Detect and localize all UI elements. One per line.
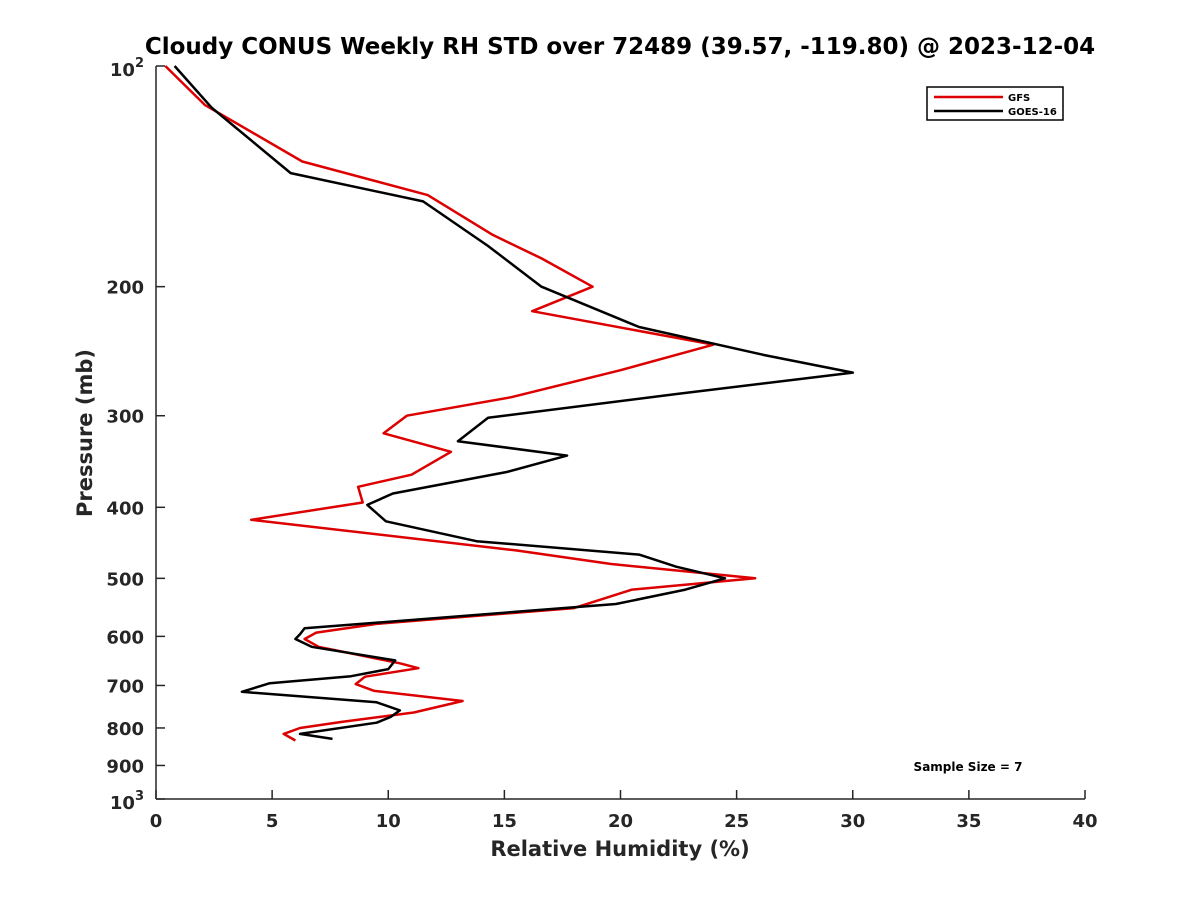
y-tick-label: 700 [106, 676, 144, 697]
x-tick-label: 15 [492, 811, 517, 832]
y-tick-label: 800 [106, 719, 144, 740]
x-tick-label: 35 [956, 811, 981, 832]
legend-label-gfs: GFS [1008, 93, 1030, 104]
y-tick-label: 102 [110, 56, 144, 81]
sample-size-annotation: Sample Size = 7 [914, 760, 1023, 774]
x-tick-label: 40 [1072, 811, 1097, 832]
x-tick-label: 0 [150, 811, 163, 832]
y-tick-label: 900 [106, 756, 144, 777]
y-tick-label: 103 [110, 789, 144, 814]
legend-box [926, 86, 1064, 121]
y-axis-label: Pressure (mb) [73, 349, 97, 517]
y-tick-label: 600 [106, 627, 144, 648]
y-tick-label: 500 [106, 569, 144, 590]
x-tick-label: 5 [266, 811, 279, 832]
series-layer [164, 65, 855, 742]
series-line-goes16 [173, 65, 855, 741]
legend-label-goes16: GOES-16 [1008, 107, 1057, 118]
series-line-gfs [164, 65, 757, 742]
y-tick-label: 400 [106, 498, 144, 519]
y-tick-label: 200 [106, 278, 144, 299]
x-tick-label: 30 [840, 811, 865, 832]
x-tick-label: 20 [608, 811, 633, 832]
x-axis-ticks: 0 5 10 15 20 25 30 35 40 [150, 790, 1098, 832]
y-tick-label: 300 [106, 407, 144, 428]
x-tick-label: 25 [724, 811, 749, 832]
legend: GFS GOES-16 [926, 86, 1064, 121]
x-tick-label: 10 [376, 811, 401, 832]
y-axis-ticks: 102 200 300 400 500 600 700 800 900 103 [106, 56, 165, 814]
chart-title: Cloudy CONUS Weekly RH STD over 72489 (3… [145, 34, 1095, 60]
x-axis-label: Relative Humidity (%) [490, 837, 749, 861]
axes [155, 66, 1085, 800]
